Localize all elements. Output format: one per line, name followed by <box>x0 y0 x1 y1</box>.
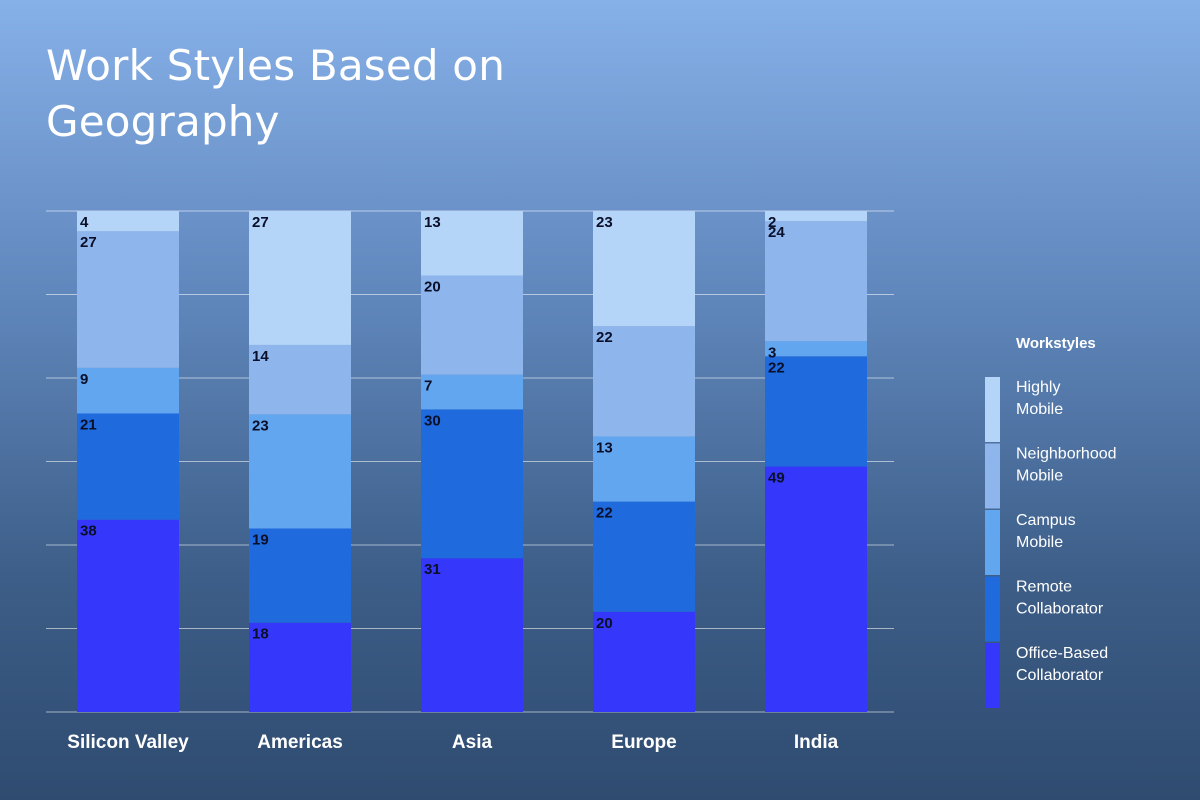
legend-swatch <box>985 377 1000 442</box>
bar-segment-europe-highly-mobile <box>593 211 695 327</box>
bar-segment-silicon-valley-highly-mobile <box>77 211 179 232</box>
data-label: 27 <box>80 234 97 251</box>
bars: 3821927418192314273130720132022132223492… <box>77 211 867 712</box>
category-label-india: India <box>794 732 839 753</box>
data-label: 9 <box>80 371 88 388</box>
bar-segment-europe-neighborhood-mobile <box>593 326 695 437</box>
bar-india: 49 223 242 <box>765 211 867 712</box>
bar-segment-silicon-valley-neighborhood-mobile <box>77 231 179 368</box>
bar-segment-asia-office-based-collaborator <box>421 558 523 712</box>
data-label: 20 <box>596 615 613 632</box>
bar-segment-india-highly-mobile <box>765 211 867 222</box>
bar-silicon-valley: 38 21 9 27 4 <box>77 211 179 712</box>
bar-segment-india-office-based-collaborator <box>765 466 867 712</box>
legend-item-campus-mobile: Campus Mobile <box>985 510 1076 575</box>
bar-segment-silicon-valley-campus-mobile <box>77 367 179 414</box>
legend-label: Remote Collaborator <box>1016 579 1104 618</box>
bar-segment-asia-highly-mobile <box>421 211 523 276</box>
legend-swatch <box>985 576 1000 642</box>
bar-segment-americas-remote-collaborator <box>249 528 351 623</box>
legend-label: Office-Based Collaborator <box>1016 645 1108 684</box>
data-label: 7 <box>424 378 432 395</box>
data-label: 22 <box>768 359 785 376</box>
data-label: 4 <box>80 214 89 231</box>
legend-swatch <box>985 510 1000 575</box>
data-label: 24 <box>768 224 785 241</box>
legend-label: Campus Mobile <box>1016 512 1076 551</box>
category-label-silicon-valley: Silicon Valley <box>67 732 189 753</box>
bar-segment-europe-campus-mobile <box>593 436 695 502</box>
legend-item-highly-mobile: Highly Mobile <box>985 377 1063 442</box>
bar-segment-asia-campus-mobile <box>421 374 523 410</box>
bar-segment-americas-office-based-collaborator <box>249 622 351 712</box>
bar-segment-silicon-valley-remote-collaborator <box>77 413 179 520</box>
data-label: 3 <box>768 344 776 361</box>
legend-item-neighborhood-mobile: Neighborhood Mobile <box>985 443 1117 509</box>
bar-segment-india-neighborhood-mobile <box>765 221 867 342</box>
chart-title: Work Styles Based on Geography <box>46 41 506 146</box>
legend-swatch <box>985 643 1000 708</box>
bar-segment-asia-neighborhood-mobile <box>421 275 523 375</box>
legend-item-office-based-collaborator: Office-Based Collaborator <box>985 643 1108 708</box>
data-label: 30 <box>424 412 441 429</box>
bar-segment-india-remote-collaborator <box>765 356 867 467</box>
legend-label: Neighborhood Mobile <box>1016 446 1117 485</box>
data-label: 21 <box>80 416 97 433</box>
legend-label: Highly Mobile <box>1016 379 1063 418</box>
bar-segment-europe-office-based-collaborator <box>593 611 695 712</box>
category-label-asia: Asia <box>452 732 493 753</box>
data-label: 23 <box>596 214 613 231</box>
data-label: 22 <box>596 505 613 522</box>
legend: Workstyles Highly Mobile Neighborhood Mobile… <box>985 335 1117 708</box>
data-label: 23 <box>252 417 269 434</box>
bar-segment-americas-neighborhood-mobile <box>249 344 351 415</box>
legend-item-remote-collaborator: Remote Collaborator <box>985 576 1104 642</box>
bar-segment-europe-remote-collaborator <box>593 501 695 612</box>
data-label: 2 <box>768 214 776 231</box>
legend-title: Workstyles <box>1016 335 1096 352</box>
data-label: 14 <box>252 348 269 365</box>
data-label: 27 <box>252 214 269 231</box>
data-label: 18 <box>252 626 269 643</box>
bar-segment-india-campus-mobile <box>765 341 867 357</box>
data-label: 20 <box>424 278 441 295</box>
bar-americas: 18 19 23 14 27 <box>249 211 351 712</box>
bar-segment-americas-highly-mobile <box>249 211 351 345</box>
legend-swatch <box>985 443 1000 509</box>
data-label: 19 <box>252 531 269 548</box>
data-label: 13 <box>596 439 613 456</box>
bar-europe: 20 22 13 22 23 <box>593 211 695 712</box>
data-label: 22 <box>596 329 613 346</box>
bar-segment-silicon-valley-office-based-collaborator <box>77 519 179 712</box>
bar-segment-americas-campus-mobile <box>249 414 351 529</box>
bar-segment-asia-remote-collaborator <box>421 409 523 559</box>
bar-asia: 31 30 7 20 13 <box>421 211 523 712</box>
category-label-americas: Americas <box>257 732 343 753</box>
data-label: 38 <box>80 523 97 540</box>
category-labels: Silicon Valley Americas Asia Europe India <box>67 732 838 753</box>
data-label: 13 <box>424 214 441 231</box>
data-label: 31 <box>424 561 441 578</box>
data-label: 49 <box>768 470 785 487</box>
category-label-europe: Europe <box>611 732 676 753</box>
